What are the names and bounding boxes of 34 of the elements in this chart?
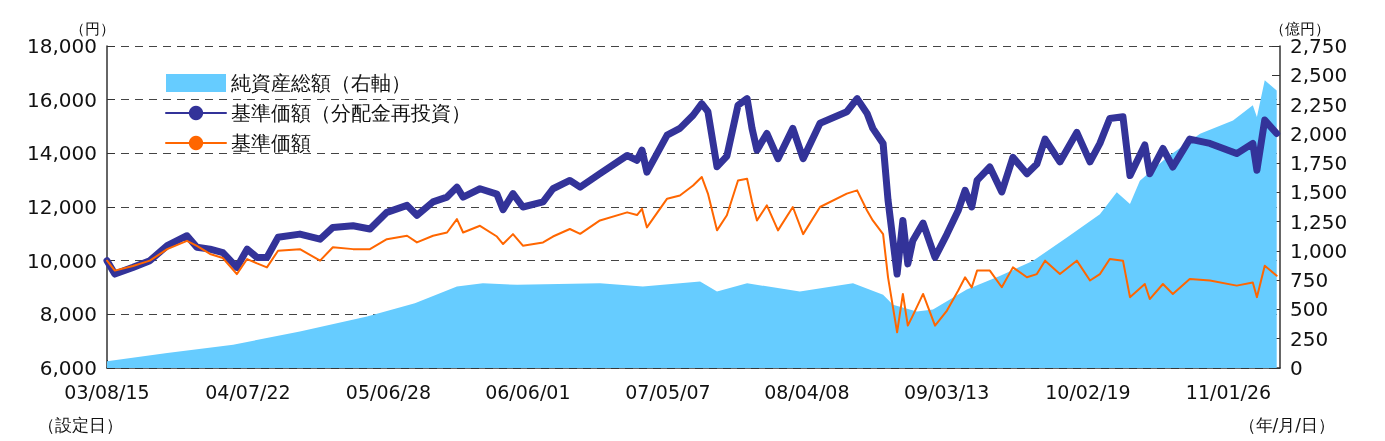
legend-label: 基準価額（分配金再投資） bbox=[231, 101, 471, 125]
x-tick-label: 11/01/26 bbox=[1185, 380, 1272, 403]
y2-tick-label: 1,250 bbox=[1290, 209, 1348, 234]
y-tick-label: 6,000 bbox=[39, 356, 97, 380]
y2-tick-label: 2,250 bbox=[1290, 92, 1348, 117]
y-tick-label: 16,000 bbox=[27, 87, 97, 112]
y-tick-label: 10,000 bbox=[27, 248, 97, 273]
y2-tick-label: 2,500 bbox=[1290, 63, 1348, 88]
line-series bbox=[106, 175, 1278, 334]
y2-tick-label: 1,750 bbox=[1290, 151, 1348, 176]
y2-axis-title: （億円） bbox=[1270, 19, 1330, 38]
x-tick-label: 05/06/28 bbox=[345, 380, 432, 403]
x-tick-label: 07/05/07 bbox=[625, 380, 711, 403]
y2-tick-label: 1,000 bbox=[1290, 238, 1348, 263]
x-tick-label: 04/07/22 bbox=[205, 380, 291, 403]
text: （設定日） bbox=[38, 414, 123, 435]
y2-tick-label: 750 bbox=[1290, 268, 1329, 293]
x-tick-label: 06/06/01 bbox=[485, 380, 571, 403]
legend-label: 基準価額 bbox=[231, 131, 311, 155]
legend-label: 純資産総額（右軸） bbox=[231, 71, 411, 95]
y2-tick-label: 0 bbox=[1290, 356, 1303, 380]
y2-tick-label: 500 bbox=[1290, 297, 1329, 322]
x-tick-label: 09/03/13 bbox=[903, 380, 990, 403]
x-tick-label: 10/02/19 bbox=[1045, 380, 1131, 403]
y2-tick-label: 1,500 bbox=[1290, 180, 1348, 205]
text: （年/月/日） bbox=[1238, 414, 1336, 435]
y2-tick-label: 250 bbox=[1290, 326, 1329, 351]
x-tick-label: 08/04/08 bbox=[764, 380, 850, 403]
y-tick-label: 14,000 bbox=[27, 141, 97, 166]
y-tick-label: 12,000 bbox=[27, 195, 97, 219]
y2-tick-label: 2,000 bbox=[1290, 121, 1348, 146]
x-tick-label: 03/08/15 bbox=[64, 380, 150, 403]
y-tick-label: 8,000 bbox=[39, 302, 97, 327]
y-axis-title: （円） bbox=[70, 19, 115, 38]
